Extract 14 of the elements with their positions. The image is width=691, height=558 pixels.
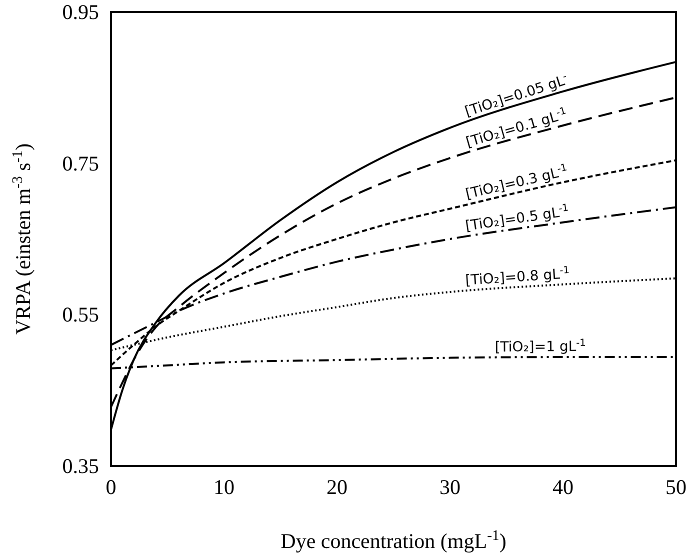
x-tick-label: 20 [326,475,348,499]
series-label: [TiO₂]=0.8 gL$^{-1}$ [464,264,570,289]
y-tick-label: 0.75 [62,151,99,176]
text: [TiO₂]=0.5 gL$^{-1}$ [464,202,570,235]
series-label: [TiO₂]=1 gL$^{-1}$ [494,337,586,356]
y-tick-label: 0.35 [62,454,99,478]
x-axis-title: Dye concentration (mgL$^{-1}$) [280,528,506,553]
x-tick-label: 30 [440,475,460,499]
y-tick-label: 0.95 [62,0,99,24]
x-tick-label: 50 [666,475,686,499]
x-tick-label: 0 [106,475,116,499]
x-tick-label: 10 [214,475,234,499]
x-tick-label: 40 [552,475,574,499]
y-tick-label: 0.55 [62,302,99,327]
